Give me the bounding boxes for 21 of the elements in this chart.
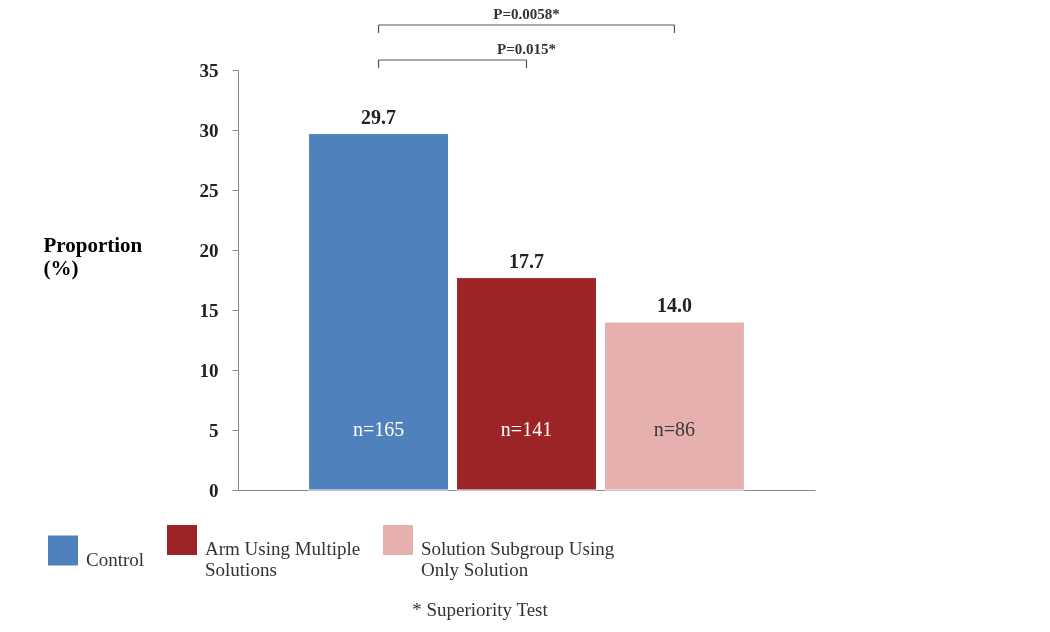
y-axis-title: Proportion (%) (43, 232, 143, 280)
annotation: n=141 (500, 418, 553, 440)
annotation: n=86 (653, 418, 696, 440)
data-label: 29.7 (361, 105, 397, 128)
y-tick-label: 15 (199, 299, 219, 321)
y-tick-label: 25 (199, 179, 219, 201)
text: P=0.015* (497, 41, 556, 57)
data-label: 17.7 (509, 249, 544, 272)
y-tick-label: 5 (209, 419, 219, 441)
text: * Superiority Test (412, 599, 549, 620)
legend-label: Arm Using Multiple Solutions (205, 538, 361, 580)
y-tick-label: 30 (199, 119, 219, 141)
annotation: n=165 (352, 418, 405, 440)
data-label: 14.0 (656, 294, 692, 316)
y-tick-label: 0 (209, 479, 219, 501)
text: P=0.0058* (493, 6, 560, 22)
legend-label: Control (86, 548, 145, 570)
legend-label: Solution Subgroup Using Only Solution (421, 538, 615, 580)
y-tick-label: 35 (199, 59, 219, 81)
y-tick-label: 20 (199, 239, 219, 261)
y-tick-label: 10 (199, 359, 219, 381)
